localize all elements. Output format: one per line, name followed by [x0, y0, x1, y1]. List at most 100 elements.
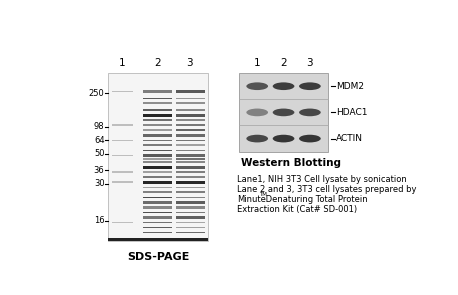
Bar: [111, 155, 133, 156]
Bar: [176, 119, 205, 121]
Text: 16: 16: [94, 216, 104, 225]
Bar: [176, 90, 205, 93]
Bar: [176, 196, 205, 198]
Bar: [176, 171, 205, 173]
Text: Lane 2 and 3, 3T3 cell lysates prepared by: Lane 2 and 3, 3T3 cell lysates prepared …: [237, 185, 416, 194]
Text: 2: 2: [280, 58, 287, 68]
Bar: [142, 119, 172, 121]
Bar: [142, 165, 172, 169]
Bar: [142, 171, 172, 173]
Bar: [176, 181, 205, 184]
Bar: [176, 144, 205, 146]
Bar: [176, 102, 205, 104]
Ellipse shape: [299, 109, 321, 116]
Bar: [142, 140, 172, 141]
Bar: [142, 161, 172, 163]
Bar: [142, 114, 172, 117]
Ellipse shape: [246, 109, 268, 116]
Bar: [142, 90, 172, 93]
Bar: [176, 150, 205, 151]
Ellipse shape: [246, 135, 268, 142]
Text: 36: 36: [94, 166, 104, 175]
Text: 1: 1: [119, 58, 125, 68]
Bar: [176, 98, 205, 99]
Bar: [176, 201, 205, 204]
Bar: [176, 140, 205, 141]
Bar: [142, 191, 172, 194]
Bar: [111, 140, 133, 141]
Text: MDM2: MDM2: [336, 82, 364, 91]
Bar: [142, 109, 172, 111]
Bar: [142, 176, 172, 178]
Text: ACTIN: ACTIN: [336, 134, 363, 143]
Text: Lane1, NIH 3T3 Cell lysate by sonication: Lane1, NIH 3T3 Cell lysate by sonication: [237, 175, 407, 184]
Ellipse shape: [246, 82, 268, 90]
Bar: [142, 150, 172, 151]
Ellipse shape: [273, 109, 294, 116]
Bar: [142, 154, 172, 157]
Bar: [176, 109, 205, 111]
Bar: [176, 114, 205, 117]
Bar: [142, 212, 172, 213]
Bar: [176, 222, 205, 223]
Bar: [176, 186, 205, 188]
Bar: [142, 222, 172, 223]
Bar: [176, 227, 205, 228]
Text: 1: 1: [254, 58, 261, 68]
Text: Denaturing Total Protein: Denaturing Total Protein: [263, 195, 368, 204]
Bar: [142, 186, 172, 188]
Bar: [176, 124, 205, 126]
Ellipse shape: [299, 135, 321, 142]
Text: 2: 2: [154, 58, 161, 68]
Text: 30: 30: [94, 179, 104, 189]
Bar: [142, 216, 172, 219]
Bar: [111, 91, 133, 92]
Text: 64: 64: [94, 136, 104, 145]
Bar: [142, 196, 172, 198]
Bar: [111, 124, 133, 126]
Bar: [142, 124, 172, 126]
Bar: [176, 134, 205, 137]
Bar: [176, 158, 205, 160]
Bar: [176, 165, 205, 169]
Text: SDS-PAGE: SDS-PAGE: [127, 252, 189, 262]
Bar: [176, 176, 205, 178]
Bar: [142, 206, 172, 209]
Bar: [176, 130, 205, 131]
Bar: [176, 161, 205, 163]
Bar: [111, 171, 133, 173]
Text: Western Blotting: Western Blotting: [241, 158, 341, 168]
Bar: [142, 102, 172, 104]
Text: Extraction Kit (Cat# SD-001): Extraction Kit (Cat# SD-001): [237, 205, 357, 214]
Bar: [142, 181, 172, 184]
Text: 3: 3: [186, 58, 193, 68]
Bar: [108, 73, 208, 241]
Bar: [142, 144, 172, 146]
Text: TM: TM: [260, 192, 267, 197]
Bar: [176, 212, 205, 213]
Bar: [176, 206, 205, 209]
Text: HDAC1: HDAC1: [336, 108, 368, 117]
Ellipse shape: [273, 135, 294, 142]
Bar: [176, 232, 205, 233]
Text: 3: 3: [306, 58, 313, 68]
Bar: [142, 201, 172, 204]
Bar: [176, 191, 205, 194]
Text: 98: 98: [94, 122, 104, 131]
Bar: [142, 134, 172, 137]
Bar: [142, 158, 172, 160]
Text: 50: 50: [94, 149, 104, 158]
Bar: [142, 130, 172, 131]
Ellipse shape: [273, 82, 294, 90]
Ellipse shape: [299, 82, 321, 90]
Bar: [176, 154, 205, 157]
Bar: [111, 181, 133, 183]
Text: Minute: Minute: [237, 195, 266, 204]
Bar: [176, 216, 205, 219]
Bar: [240, 73, 328, 152]
Bar: [142, 232, 172, 233]
Bar: [142, 227, 172, 228]
Bar: [111, 222, 133, 223]
Bar: [142, 98, 172, 99]
Text: 250: 250: [89, 89, 104, 98]
